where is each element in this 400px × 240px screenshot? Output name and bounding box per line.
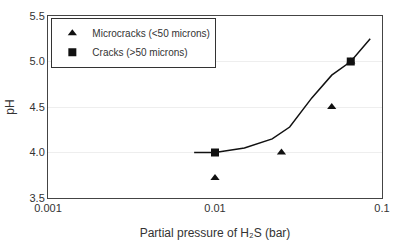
svg-text:4.0: 4.0 bbox=[30, 146, 45, 158]
svg-text:pH: pH bbox=[3, 99, 17, 114]
svg-text:Cracks (>50 microns): Cracks (>50 microns) bbox=[92, 47, 187, 58]
svg-text:3.5: 3.5 bbox=[30, 192, 45, 204]
svg-text:5.0: 5.0 bbox=[30, 55, 45, 67]
svg-text:0.01: 0.01 bbox=[204, 202, 225, 214]
svg-text:Microcracks (<50 microns): Microcracks (<50 microns) bbox=[92, 28, 210, 39]
svg-text:0.1: 0.1 bbox=[374, 202, 389, 214]
svg-text:4.5: 4.5 bbox=[30, 101, 45, 113]
svg-text:Partial pressure of H₂S (bar): Partial pressure of H₂S (bar) bbox=[140, 226, 291, 240]
svg-text:0.001: 0.001 bbox=[34, 202, 62, 214]
svg-text:5.5: 5.5 bbox=[30, 10, 45, 22]
